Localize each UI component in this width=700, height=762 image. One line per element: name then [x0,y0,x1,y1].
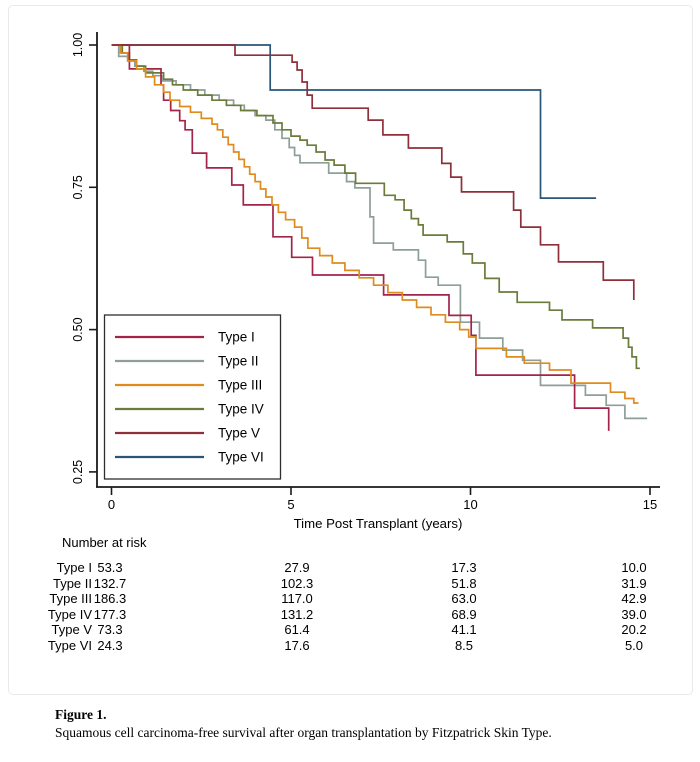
figure-caption-text: Squamous cell carcinoma-free survival af… [55,725,552,740]
risk-value: 24.3 [97,638,123,653]
risk-value: 27.9 [284,560,310,575]
risk-value: 63.0 [451,591,477,607]
risk-value: 8.5 [454,638,474,653]
risk-value: 117.0 [281,591,313,607]
legend-label-type-vi: Type VI [218,450,264,465]
x-tick-label: 5 [287,497,294,512]
risk-value: 20.2 [621,622,647,638]
risk-value: 102.3 [280,575,314,591]
risk-value: 31.9 [621,575,647,591]
x-axis-title: Time Post Transplant (years) [294,516,463,531]
risk-row-label: Type IV [47,606,92,622]
legend-label-type-i: Type I [218,330,255,345]
series-path-type-v [111,44,635,300]
legend-label-type-iii: Type III [218,378,262,393]
risk-value: 51.8 [451,575,477,591]
risk-value: 132.7 [93,575,127,591]
y-tick-label: 0.75 [71,175,85,199]
risk-row-type-ii: Type II 132.7 102.3 51.8 31.9 [0,576,700,592]
series-path-type-iv [111,44,640,370]
series-path-type-vi [111,44,597,199]
risk-value: 10.0 [621,560,647,575]
risk-row-type-vi: Type VI 24.3 17.6 8.5 5.0 [0,638,700,654]
risk-value: 53.3 [97,560,123,575]
risk-row-label: Type VI [47,638,92,653]
legend-box [103,314,282,480]
series-path-type-i [111,44,610,431]
legend-label-type-v: Type V [218,426,260,441]
risk-value: 42.9 [621,591,647,607]
number-at-risk-heading: Number at risk [62,535,147,550]
x-tick-label: 0 [108,497,115,512]
risk-value: 41.1 [451,622,477,638]
risk-row-type-v: Type V 73.3 61.4 41.1 20.2 [0,622,700,638]
risk-value: 61.4 [284,622,310,638]
series-path-type-ii [111,44,648,420]
risk-value: 131.2 [280,606,314,622]
risk-value: 186.3 [93,591,127,607]
series-path-type-iii [111,44,639,404]
risk-value: 17.6 [284,638,310,653]
legend-label-type-ii: Type II [218,354,259,369]
y-tick-label: 0.25 [71,460,85,484]
risk-value: 68.9 [451,606,477,622]
risk-value: 39.0 [621,606,647,622]
risk-value: 17.3 [451,560,477,575]
risk-row-type-iv: Type IV 177.3 131.2 68.9 39.0 [0,607,700,623]
risk-row-label: Type II [52,575,92,591]
survival-chart: 1.00 0.75 0.50 0.25 0 5 10 15 Time Post Transpla… [71,32,660,531]
figure-caption-label: Figure 1. [55,707,107,722]
risk-row-label: Type V [51,622,92,638]
risk-value: 5.0 [624,638,644,653]
risk-value: 73.3 [97,622,123,638]
risk-row-label: Type III [49,591,92,607]
y-tick-label: 0.50 [71,317,85,341]
x-tick-label: 15 [643,497,657,512]
x-tick-label: 10 [463,497,477,512]
y-tick-label: 1.00 [71,33,85,57]
risk-value: 177.3 [93,606,127,622]
risk-row-label: Type I [56,560,92,575]
risk-row-type-i: Type I 53.3 27.9 17.3 10.0 [0,560,700,576]
legend-label-type-iv: Type IV [218,402,264,417]
risk-row-type-iii: Type III 186.3 117.0 63.0 42.9 [0,591,700,607]
